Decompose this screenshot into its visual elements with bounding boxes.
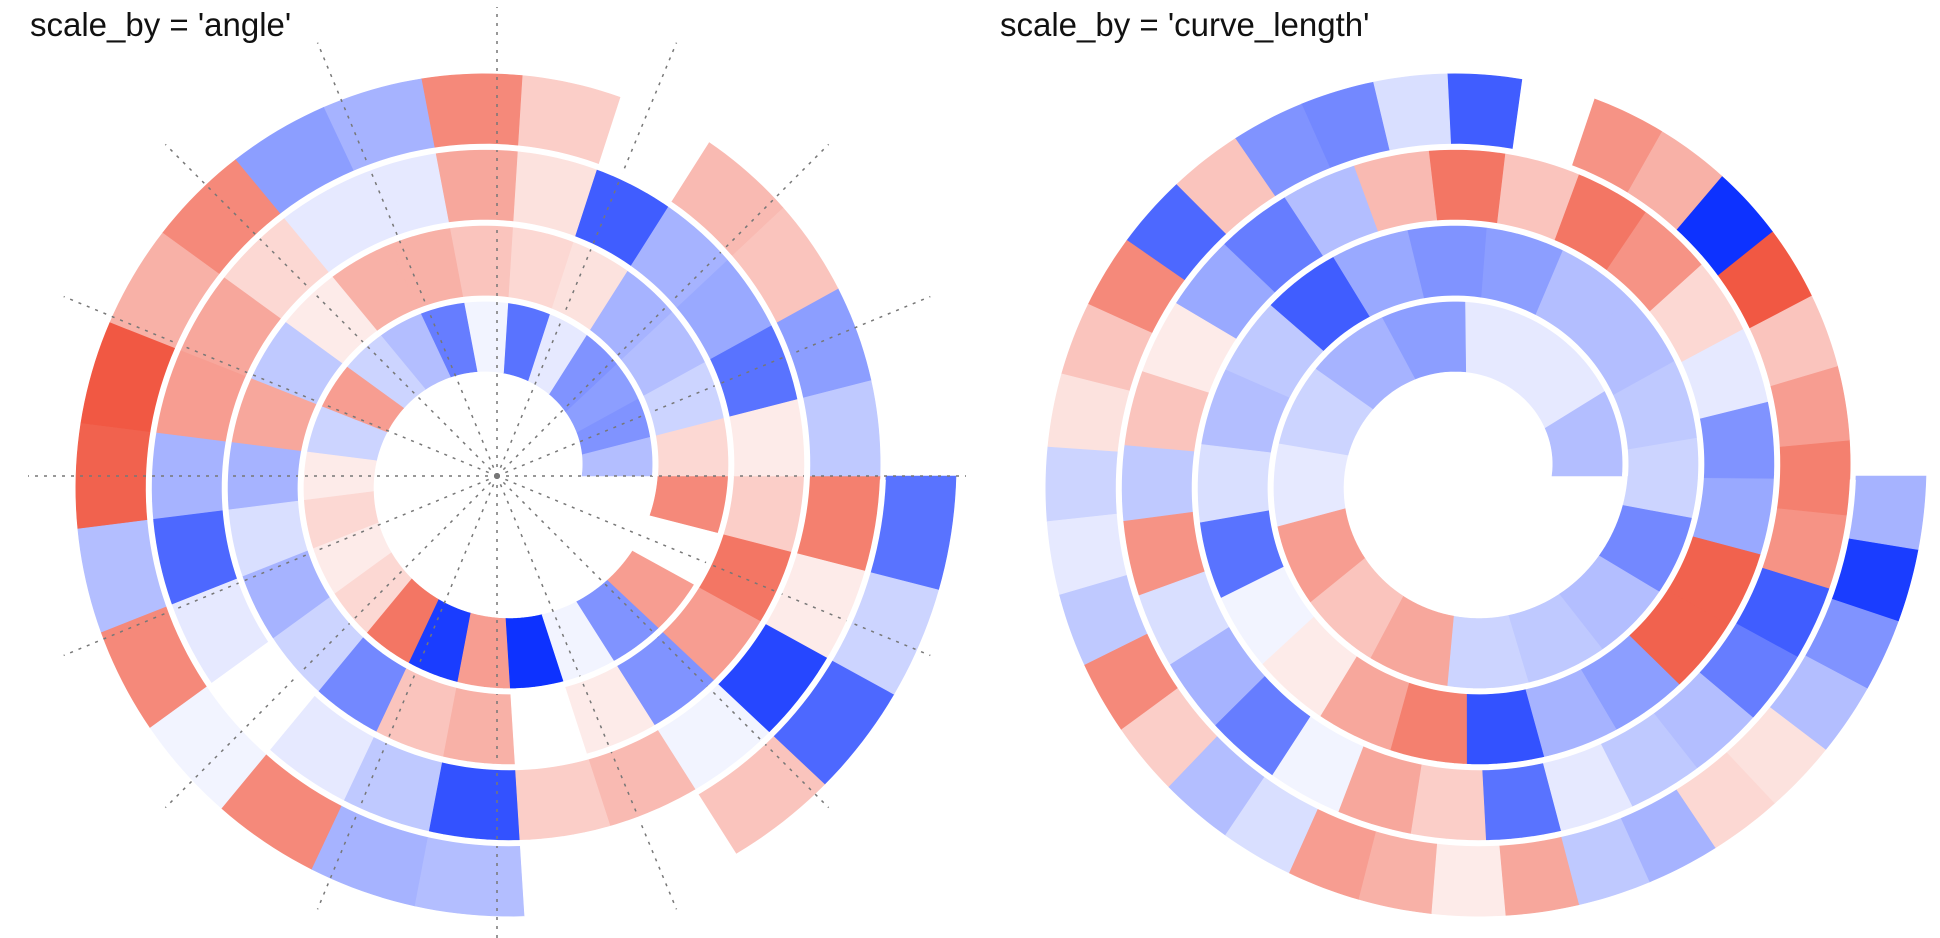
center-point [494, 473, 500, 479]
radial-guide-line [63, 475, 498, 657]
spiral-cell [1622, 437, 1699, 519]
radial-guide-line [496, 475, 931, 657]
radial-guide-line [496, 143, 830, 477]
spiral-cell [414, 836, 525, 917]
radial-guide-line [316, 42, 498, 477]
spiral-cell [1848, 475, 1927, 550]
spiral-cell [1446, 73, 1523, 150]
spiral-cell [796, 475, 881, 571]
spiral-chart-curve-length [1045, 73, 1927, 917]
radial-guide-line [164, 143, 498, 477]
track-separator [145, 143, 886, 847]
spiral-cell [428, 762, 521, 841]
spiral-cell [1197, 444, 1272, 524]
track-separator [1115, 143, 1856, 847]
spiral-cell [75, 423, 151, 530]
radial-guide-line [496, 295, 931, 477]
chart-title: scale_by = 'curve_length' [1000, 6, 1370, 43]
cell-layer [75, 73, 957, 917]
radial-guide-line [164, 475, 498, 809]
spiral-cell [443, 687, 516, 765]
spiral-cell [1431, 843, 1507, 917]
radial-guide-line [496, 42, 678, 477]
spiral-cell [1428, 149, 1506, 224]
spiral-cell [1776, 439, 1851, 516]
spiral-cell [420, 73, 523, 148]
radial-guide-line [63, 295, 498, 477]
radial-guide-line [316, 475, 498, 910]
spiral-cell [1045, 446, 1118, 522]
chart-title: scale_by = 'angle' [30, 6, 292, 43]
spiral-chart-angle [28, 7, 966, 938]
panel-angle: scale_by = 'angle' [28, 6, 966, 938]
panel-curve-length: scale_by = 'curve_length' [970, 0, 1940, 938]
spiral-cell [435, 149, 518, 223]
radial-guide-line [496, 475, 830, 809]
spiral-cell [1121, 445, 1195, 522]
spiral-cell [1410, 764, 1487, 841]
spiral-cell [227, 442, 302, 511]
cell-layer [1045, 73, 1927, 917]
radial-guide-line [496, 475, 678, 910]
